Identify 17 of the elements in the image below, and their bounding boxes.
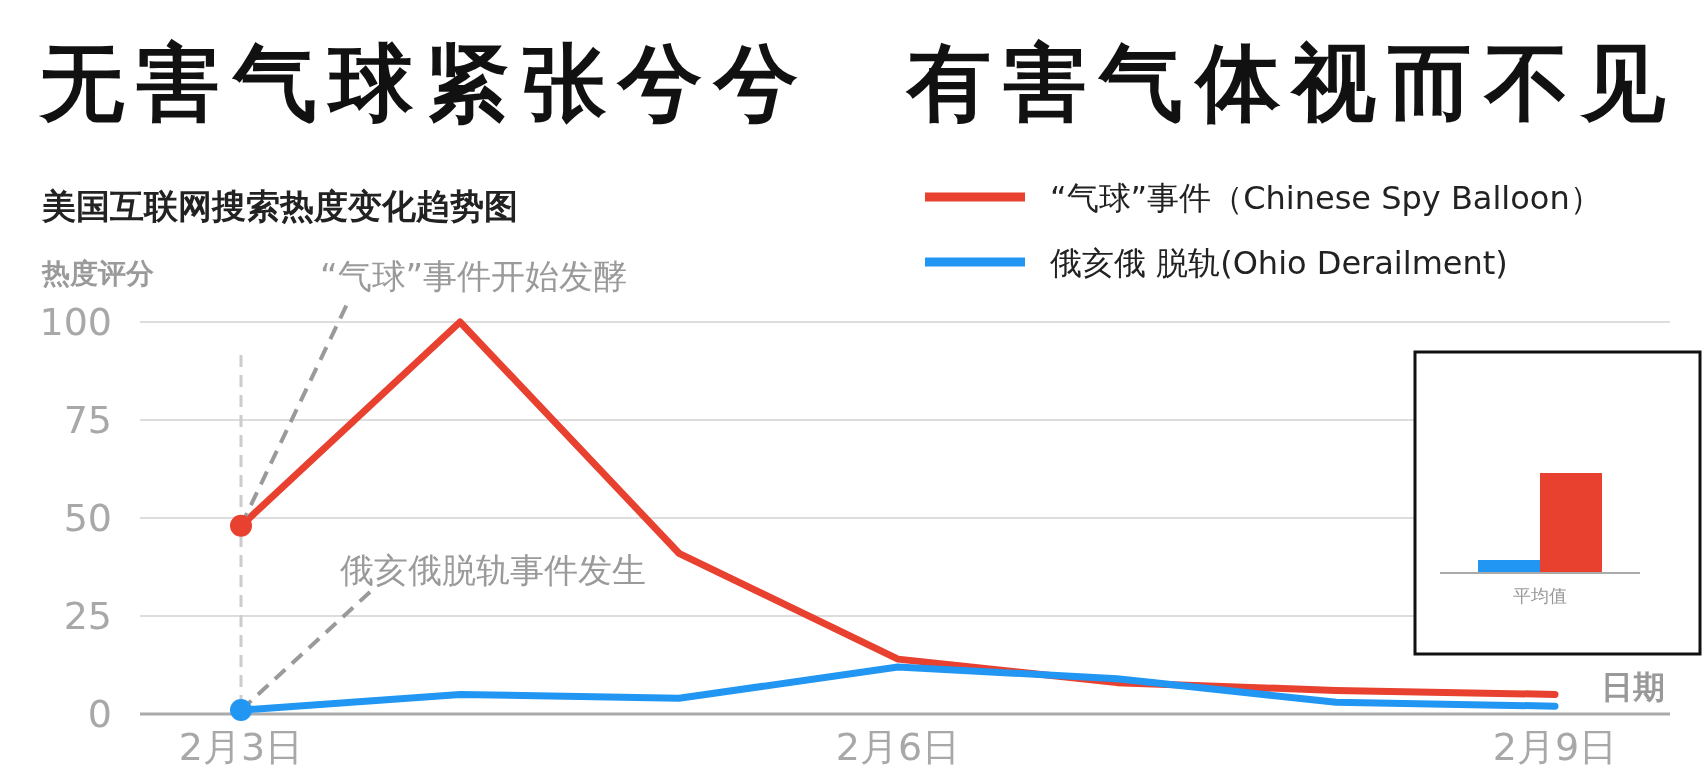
title: 无害气球紧张兮兮 有害气体视而不见	[40, 34, 1665, 132]
y-tick-label: 50	[63, 496, 112, 540]
legend-label: “气球”事件（Chinese Spy Balloon）	[1050, 179, 1602, 217]
y-tick-label: 25	[63, 594, 112, 638]
y-axis-title: 热度评分	[41, 257, 155, 290]
x-tick-label: 2月3日	[178, 725, 304, 769]
annotation: “气球”事件开始发酵	[320, 256, 628, 296]
chart-subtitle: 美国互联网搜索热度变化趋势图	[41, 186, 518, 226]
y-tick-label: 100	[39, 300, 112, 344]
x-axis-title: 日期	[1601, 668, 1665, 706]
y-tick-label: 75	[63, 398, 112, 442]
x-tick-label: 平均值	[1513, 585, 1567, 606]
legend-label: 俄亥俄 脱轨(Ohio Derailment)	[1050, 244, 1508, 282]
x-tick-label: 2月6日	[835, 725, 961, 769]
x-tick-label: 2月9日	[1492, 725, 1618, 769]
annotation: 俄亥俄脱轨事件发生	[340, 550, 646, 590]
y-tick-label: 0	[87, 692, 112, 736]
